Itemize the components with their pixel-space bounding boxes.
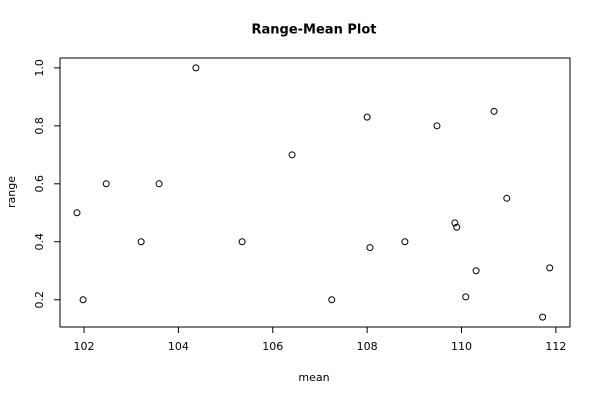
point xyxy=(155,180,163,188)
x-tick-label: 112 xyxy=(545,340,566,353)
x-tick-label: 106 xyxy=(262,340,283,353)
point xyxy=(453,223,461,231)
point xyxy=(102,180,110,188)
point xyxy=(366,244,374,252)
point xyxy=(433,122,441,130)
point xyxy=(288,151,296,159)
x-tick-label: 102 xyxy=(74,340,95,353)
point xyxy=(546,264,554,272)
point xyxy=(192,64,200,72)
y-tick-label: 0.4 xyxy=(33,233,46,251)
x-axis-label: mean xyxy=(298,371,329,384)
x-tick-label: 104 xyxy=(168,340,189,353)
y-axis-label: range xyxy=(5,176,18,208)
point xyxy=(539,313,547,321)
x-tick-label: 108 xyxy=(357,340,378,353)
point xyxy=(137,238,145,246)
point xyxy=(503,194,511,202)
plot-frame xyxy=(59,57,571,328)
x-tick-label: 110 xyxy=(451,340,472,353)
y-tick-label: 0.8 xyxy=(33,117,46,135)
point xyxy=(79,296,87,304)
point xyxy=(363,113,371,121)
point xyxy=(328,296,336,304)
chart-title: Range-Mean Plot xyxy=(252,23,377,38)
point xyxy=(490,107,498,115)
point xyxy=(401,238,409,246)
point xyxy=(472,267,480,275)
point xyxy=(73,209,81,217)
point xyxy=(462,293,470,301)
point xyxy=(238,238,246,246)
point xyxy=(451,219,459,227)
y-tick-label: 0.2 xyxy=(33,291,46,309)
y-tick-label: 1.0 xyxy=(33,59,46,77)
y-tick-label: 0.6 xyxy=(33,175,46,193)
